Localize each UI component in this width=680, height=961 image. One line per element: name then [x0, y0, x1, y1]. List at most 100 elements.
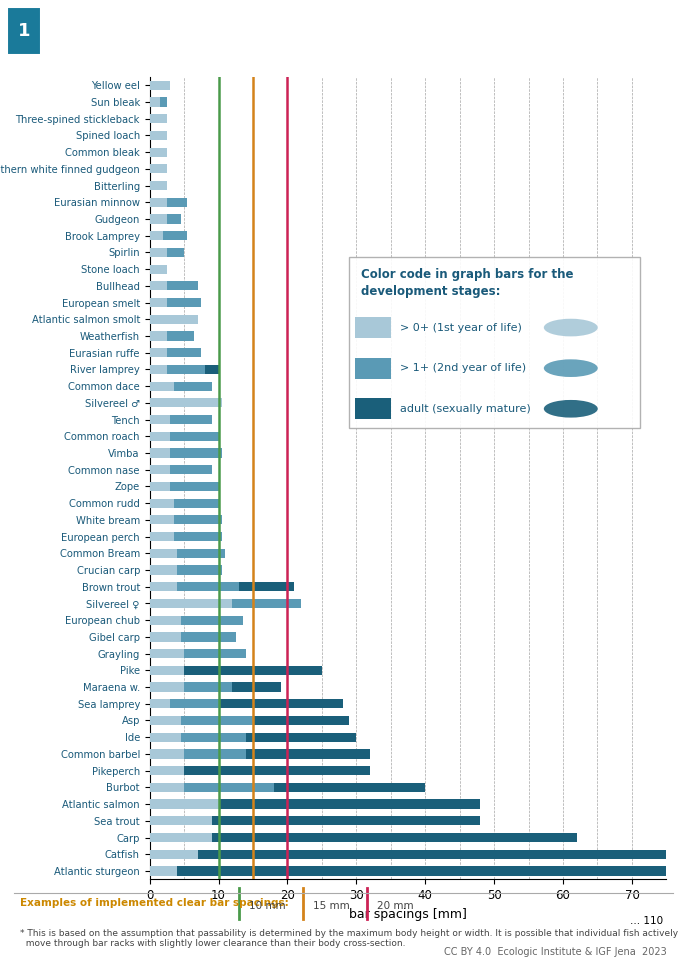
Bar	[150, 750, 370, 758]
Bar	[150, 465, 170, 475]
Text: CC BY 4.0  Ecologic Institute & IGF Jena  2023: CC BY 4.0 Ecologic Institute & IGF Jena …	[444, 948, 666, 957]
Bar	[150, 431, 170, 441]
Bar	[150, 700, 218, 708]
Bar	[150, 97, 167, 107]
Bar	[150, 732, 356, 742]
Bar	[150, 632, 181, 642]
Bar	[150, 314, 198, 324]
Bar	[150, 716, 181, 726]
Bar	[150, 666, 184, 675]
Bar	[150, 398, 222, 407]
Bar	[150, 800, 480, 809]
Text: Body proportion based* bar spacing for racks to prevent fish passage into high-r: Body proportion based* bar spacing for r…	[61, 24, 680, 38]
Bar	[150, 565, 177, 575]
Bar	[150, 766, 184, 776]
Bar	[150, 382, 211, 391]
Bar	[150, 565, 222, 575]
Bar	[150, 616, 181, 625]
Bar	[150, 499, 173, 507]
Bar	[150, 682, 233, 692]
Bar	[150, 264, 167, 274]
Bar	[150, 532, 222, 541]
Bar	[150, 332, 167, 340]
Bar	[150, 716, 253, 726]
Bar	[150, 348, 167, 357]
Bar	[150, 382, 173, 391]
Bar	[150, 549, 177, 558]
Bar	[150, 214, 181, 224]
Text: 15 mm: 15 mm	[313, 900, 350, 911]
Bar	[150, 549, 225, 558]
Bar	[150, 732, 246, 742]
Bar	[150, 783, 273, 792]
Bar	[150, 649, 246, 658]
Text: ... 110: ... 110	[630, 916, 663, 926]
Bar	[150, 750, 184, 758]
Bar	[150, 231, 163, 240]
Bar	[150, 114, 167, 123]
Text: 1: 1	[18, 22, 30, 40]
Text: * This is based on the assumption that passability is determined by the maximum : * This is based on the assumption that p…	[20, 928, 679, 949]
Bar	[150, 431, 218, 441]
Bar	[150, 816, 211, 825]
Bar	[150, 164, 167, 173]
Bar	[150, 481, 170, 491]
Bar	[150, 816, 480, 825]
Bar	[150, 449, 222, 457]
Bar	[150, 298, 167, 308]
X-axis label: bar spacings [mm]: bar spacings [mm]	[349, 907, 467, 921]
Bar	[150, 850, 198, 859]
Bar	[150, 415, 211, 424]
Bar	[150, 732, 181, 742]
Bar	[150, 465, 211, 475]
Bar	[150, 833, 211, 842]
Bar	[150, 800, 218, 809]
Bar	[150, 700, 343, 708]
Bar	[150, 867, 680, 875]
Text: Examples of implemented clear bar spacings:: Examples of implemented clear bar spacin…	[20, 898, 289, 908]
Bar	[150, 97, 160, 107]
Bar	[150, 481, 218, 491]
Bar	[150, 783, 184, 792]
Bar	[150, 198, 188, 207]
Bar	[150, 582, 239, 591]
Bar	[150, 231, 188, 240]
Bar	[150, 214, 167, 224]
Bar	[150, 599, 233, 608]
Bar	[150, 532, 173, 541]
Bar	[150, 81, 170, 89]
Bar	[150, 415, 170, 424]
Bar	[150, 332, 194, 340]
Bar	[150, 599, 301, 608]
Text: 10 mm: 10 mm	[249, 900, 286, 911]
Bar	[150, 666, 322, 675]
Bar	[150, 198, 167, 207]
Bar	[150, 515, 173, 525]
Bar	[150, 449, 170, 457]
Bar	[150, 632, 236, 642]
Bar	[150, 515, 222, 525]
Bar	[150, 282, 167, 290]
Bar	[150, 365, 218, 374]
Bar	[150, 867, 177, 875]
Text: 20 mm: 20 mm	[377, 900, 413, 911]
Bar	[150, 365, 167, 374]
FancyBboxPatch shape	[7, 8, 41, 55]
Bar	[150, 833, 577, 842]
Bar	[150, 298, 201, 308]
Bar	[150, 582, 177, 591]
Bar	[150, 850, 680, 859]
Bar	[150, 248, 167, 257]
Bar	[150, 700, 170, 708]
Bar	[150, 649, 184, 658]
Bar	[150, 750, 246, 758]
Bar	[150, 365, 205, 374]
Bar	[150, 783, 425, 792]
Bar	[150, 348, 201, 357]
Bar	[150, 499, 218, 507]
Bar	[150, 248, 184, 257]
Bar	[150, 131, 167, 140]
Bar	[150, 282, 198, 290]
Bar	[150, 716, 350, 726]
Bar	[150, 582, 294, 591]
